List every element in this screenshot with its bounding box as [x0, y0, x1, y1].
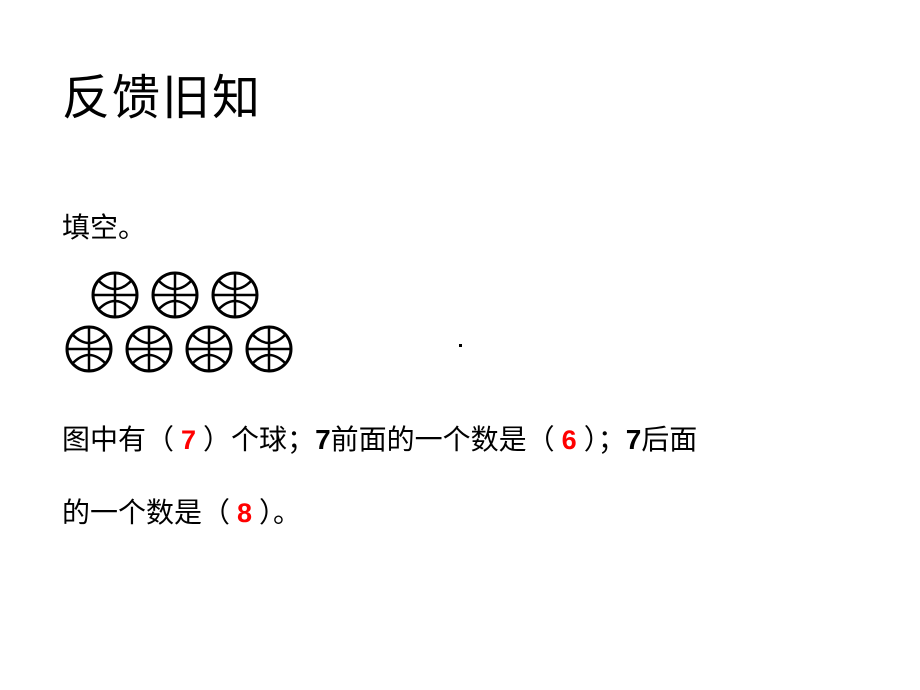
- basketballs-figure: [64, 270, 862, 374]
- answer-1: 7: [181, 405, 196, 475]
- line-2: 的一个数是（ 8 ）。: [62, 478, 862, 551]
- bold-seven: 7: [315, 424, 331, 455]
- bold-seven: 7: [626, 424, 642, 455]
- ball-row-1: [90, 270, 862, 320]
- basketball-icon: [64, 324, 114, 374]
- fill-in-blanks: 图中有（ 7 ）个球；7前面的一个数是（ 6 ）；7后面 的一个数是（ 8 ）。: [62, 404, 862, 551]
- text-fragment: ）。: [259, 498, 301, 529]
- center-dot-icon: [459, 344, 462, 347]
- text-fragment: 图中有（: [62, 425, 174, 456]
- text-fragment: 后面: [641, 425, 697, 456]
- section-title: 反馈旧知: [62, 58, 862, 128]
- basketball-icon: [124, 324, 174, 374]
- prompt-text: 填空。: [62, 206, 862, 246]
- basketball-icon: [90, 270, 140, 320]
- basketball-icon: [244, 324, 294, 374]
- text-fragment: ）；: [584, 425, 626, 456]
- answer-2: 6: [562, 405, 577, 475]
- text-fragment: 的一个数是（: [62, 498, 230, 529]
- answer-3: 8: [237, 478, 252, 548]
- basketball-icon: [184, 324, 234, 374]
- slide: 反馈旧知 填空。: [0, 0, 920, 690]
- text-fragment: ）个球；: [203, 425, 315, 456]
- basketball-icon: [210, 270, 260, 320]
- text-fragment: 前面的一个数是（: [331, 425, 555, 456]
- ball-row-2: [64, 324, 862, 374]
- basketball-icon: [150, 270, 200, 320]
- line-1: 图中有（ 7 ）个球；7前面的一个数是（ 6 ）；7后面: [62, 404, 862, 478]
